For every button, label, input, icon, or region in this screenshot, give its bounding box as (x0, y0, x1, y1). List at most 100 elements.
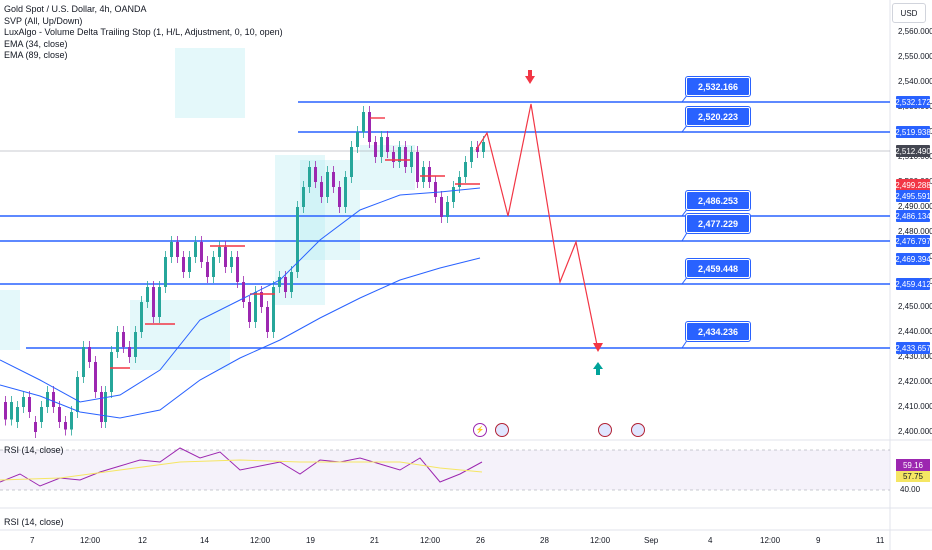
candle-body (446, 202, 449, 217)
candle-body (94, 362, 97, 392)
candle-body (248, 302, 251, 322)
volume-profile-block (0, 290, 20, 350)
symbol-title[interactable]: Gold Spot / U.S. Dollar, 4h, OANDA (4, 4, 147, 14)
candle-body (128, 347, 131, 357)
candle-body (16, 407, 19, 422)
price-axis-label: 2,499.288 (895, 179, 931, 191)
candle-body (116, 332, 119, 352)
us-flag-icon[interactable] (598, 423, 612, 437)
rsi-ma-value-label: 57.75 (896, 471, 930, 482)
candle-body (110, 352, 113, 392)
time-axis-label: 9 (816, 536, 821, 545)
projection-arrowhead (593, 343, 603, 352)
rsi-level-label: 40.00 (900, 485, 921, 494)
indicator-ema34[interactable]: EMA (34, close) (4, 38, 68, 49)
price-tick-label: 2,410.000 (898, 402, 932, 411)
candle-body (70, 412, 73, 430)
lightning-icon[interactable]: ⚡ (473, 423, 487, 437)
ema-89-line (0, 257, 481, 419)
time-axis-label: 12 (138, 536, 147, 545)
candle-body (88, 347, 91, 362)
ema-34-line (0, 187, 481, 403)
rsi-band (0, 450, 890, 490)
price-callout: 2,520.223 (686, 107, 750, 126)
candle-body (386, 137, 389, 152)
price-axis-label: 2,469.394 (895, 253, 931, 265)
time-axis-label: 21 (370, 536, 379, 545)
candle-body (356, 132, 359, 147)
price-callout: 2,477.229 (686, 214, 750, 233)
candle-body (158, 287, 161, 317)
time-axis-label: 12:00 (250, 536, 271, 545)
candle-body (380, 137, 383, 157)
candle-body (422, 167, 425, 182)
candle-body (22, 397, 25, 407)
price-callout: 2,532.166 (686, 77, 750, 96)
price-tick-label: 2,560.000 (898, 27, 932, 36)
candle-body (404, 147, 407, 167)
price-axis-label: 2,459.412 (895, 278, 931, 290)
candle-body (200, 242, 203, 262)
price-axis-label: 2,532.172 (895, 96, 931, 108)
volume-profile-block (175, 48, 245, 118)
candle-body (242, 282, 245, 302)
candle-body (278, 277, 281, 287)
candle-body (272, 287, 275, 332)
us-flag-icon[interactable] (631, 423, 645, 437)
time-axis-label: 11 (876, 536, 885, 545)
price-callout: 2,434.236 (686, 322, 750, 341)
candle-body (332, 172, 335, 187)
time-axis-label: Sep (644, 536, 659, 545)
candle-body (458, 177, 461, 187)
candle-body (34, 422, 37, 432)
candle-body (170, 242, 173, 257)
volume-profile-block (130, 300, 230, 370)
time-axis-label: 12:00 (80, 536, 101, 545)
candle-body (122, 332, 125, 347)
candle-body (428, 167, 431, 182)
candle-body (82, 347, 85, 377)
price-axis-label: 2,486.134 (895, 210, 931, 222)
candle-body (146, 287, 149, 302)
candle-body (416, 152, 419, 182)
candle-body (440, 197, 443, 217)
us-flag-icon[interactable] (495, 423, 509, 437)
candle-body (188, 257, 191, 272)
candle-body (212, 257, 215, 277)
candle-body (434, 182, 437, 197)
buy-arrow-icon (593, 362, 603, 369)
time-axis-label: 14 (200, 536, 209, 545)
buy-arrow-icon (596, 368, 600, 375)
time-axis-label: 7 (30, 536, 35, 545)
candle-body (40, 407, 43, 422)
candle-body (260, 292, 263, 307)
candle-body (10, 402, 13, 420)
price-axis-label: 2,495.591 (895, 190, 931, 202)
price-axis-label: 2,433.657 (895, 342, 931, 354)
currency-button[interactable]: USD (892, 3, 926, 23)
candle-body (374, 142, 377, 157)
candle-body (368, 112, 371, 142)
candle-body (344, 177, 347, 207)
indicator-ema89[interactable]: EMA (89, close) (4, 50, 68, 60)
indicator-svp[interactable]: SVP (All, Up/Down) (4, 15, 83, 26)
candle-body (230, 257, 233, 267)
price-callout: 2,486.253 (686, 191, 750, 210)
candle-body (104, 392, 107, 422)
rsi-panel-2-title[interactable]: RSI (14, close) (4, 517, 64, 527)
candle-body (224, 247, 227, 267)
candle-body (76, 377, 79, 412)
candle-body (350, 147, 353, 177)
candle-body (206, 262, 209, 277)
time-axis-label: 12:00 (590, 536, 611, 545)
candle-body (134, 332, 137, 357)
candle-body (314, 167, 317, 182)
price-tick-label: 2,440.000 (898, 327, 932, 336)
candle-body (236, 257, 239, 282)
candle-body (182, 257, 185, 272)
indicator-luxalgo[interactable]: LuxAlgo - Volume Delta Trailing Stop (1,… (4, 27, 283, 37)
rsi-panel-title[interactable]: RSI (14, close) (4, 445, 64, 455)
price-tick-label: 2,540.000 (898, 77, 932, 86)
price-tick-label: 2,490.000 (898, 202, 932, 211)
